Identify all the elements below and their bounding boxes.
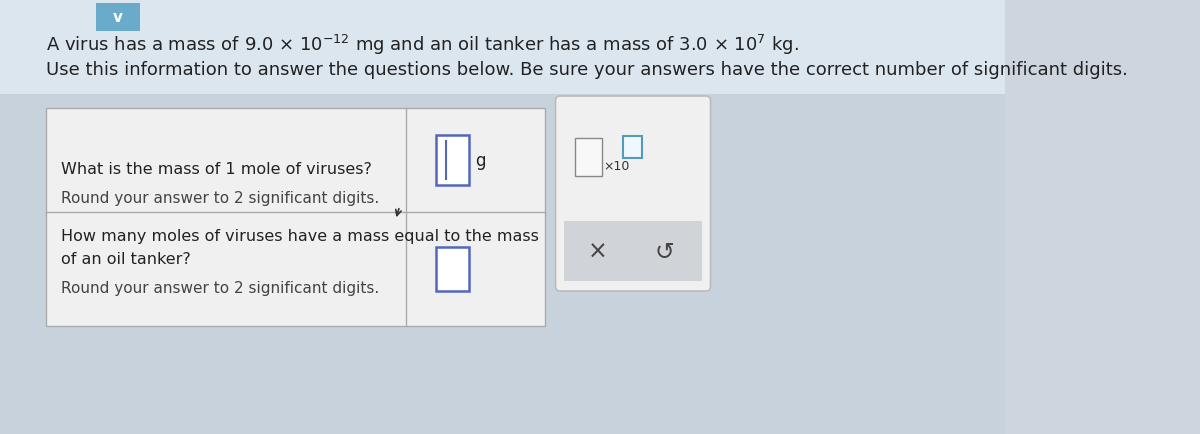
Bar [0,95,1006,434]
Bar [46,109,545,326]
Text: Use this information to answer the questions below. Be sure your answers have th: Use this information to answer the quest… [46,61,1128,79]
Text: ×10: ×10 [604,160,630,173]
Text: g: g [475,151,486,170]
Text: ×: × [588,240,607,263]
Text: What is the mass of 1 mole of viruses?: What is the mass of 1 mole of viruses? [61,161,372,176]
Text: v: v [113,10,124,26]
Bar [0,0,1006,105]
Bar [564,221,702,281]
Bar [575,139,601,177]
Text: of an oil tanker?: of an oil tanker? [61,251,191,266]
Text: Round your answer to 2 significant digits.: Round your answer to 2 significant digit… [61,191,379,206]
Bar [624,137,642,159]
Text: ↺: ↺ [654,240,674,263]
Bar [96,4,140,32]
Text: How many moles of viruses have a mass equal to the mass: How many moles of viruses have a mass eq… [61,229,539,244]
Bar [436,247,469,291]
FancyBboxPatch shape [556,97,710,291]
Text: Round your answer to 2 significant digits.: Round your answer to 2 significant digit… [61,281,379,296]
Text: A virus has a mass of 9.0 $\times$ 10$^{-12}$ mg and an oil tanker has a mass of: A virus has a mass of 9.0 $\times$ 10$^{… [46,33,799,57]
Bar [436,136,469,186]
